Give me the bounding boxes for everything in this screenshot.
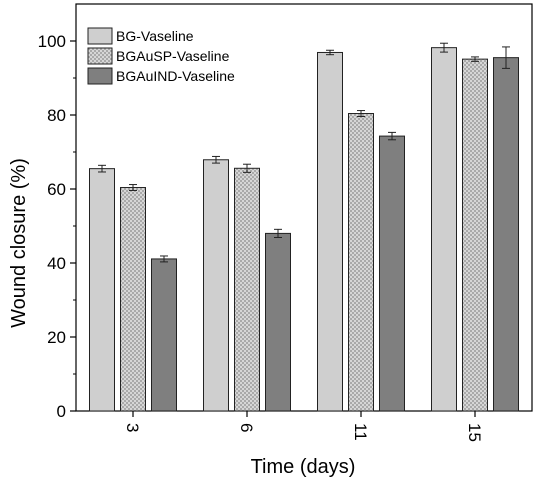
- y-tick-label: 100: [38, 32, 66, 51]
- bar: [234, 167, 260, 412]
- bars-layer: [89, 42, 519, 412]
- bar: [89, 168, 115, 412]
- x-tick-label: 3: [123, 423, 142, 432]
- y-tick-label: 0: [57, 402, 66, 421]
- legend-swatch: [87, 47, 113, 65]
- bar: [203, 159, 229, 412]
- bar: [462, 58, 488, 412]
- bar: [151, 258, 177, 412]
- legend-swatch: [87, 27, 113, 45]
- bar: [348, 113, 374, 412]
- plot-border: [75, 3, 533, 412]
- legend-swatch: [87, 67, 113, 85]
- x-axis-title: Time (days): [251, 456, 356, 478]
- axes-layer: 0 20 40 60 80 100 3 6 11 15: [38, 32, 484, 442]
- x-tick-label: 6: [237, 423, 256, 432]
- bar: [379, 135, 405, 412]
- bar: [493, 57, 519, 412]
- bar: [431, 47, 457, 412]
- y-axis-title: Wound closure (%): [8, 158, 30, 328]
- bar: [120, 187, 146, 412]
- bar: [265, 232, 291, 412]
- legend-label: BGAuSP-Vaseline: [116, 48, 230, 64]
- legend-label: BGAuIND-Vaseline: [116, 68, 235, 84]
- legend: BG-Vaseline BGAuSP-Vaseline BGAuIND-Vaseli…: [87, 27, 235, 85]
- plot-frame: [75, 3, 533, 412]
- x-tick-label: 15: [465, 423, 484, 442]
- y-tick-label: 40: [47, 254, 66, 273]
- legend-label: BG-Vaseline: [116, 28, 194, 44]
- y-tick-label: 80: [47, 106, 66, 125]
- x-tick-label: 11: [351, 423, 370, 441]
- y-tick-label: 20: [47, 328, 66, 347]
- bar: [317, 51, 343, 412]
- y-tick-label: 60: [47, 180, 66, 199]
